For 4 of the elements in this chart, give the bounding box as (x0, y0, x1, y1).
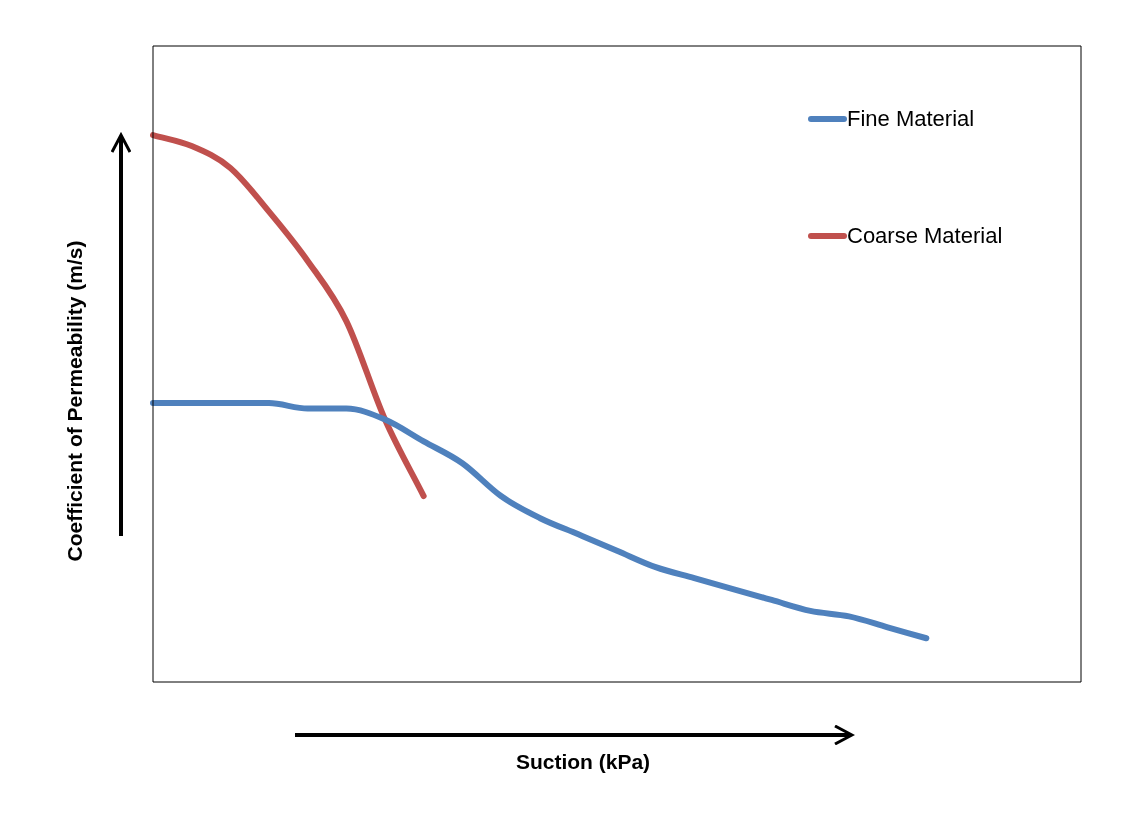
x-axis-title: Suction (kPa) (515, 749, 651, 773)
legend-label: Coarse Material (847, 223, 1003, 249)
y-axis-title: Coefficient of Permeability (m/s) (62, 240, 86, 562)
legend-label: Fine Material (847, 106, 975, 132)
